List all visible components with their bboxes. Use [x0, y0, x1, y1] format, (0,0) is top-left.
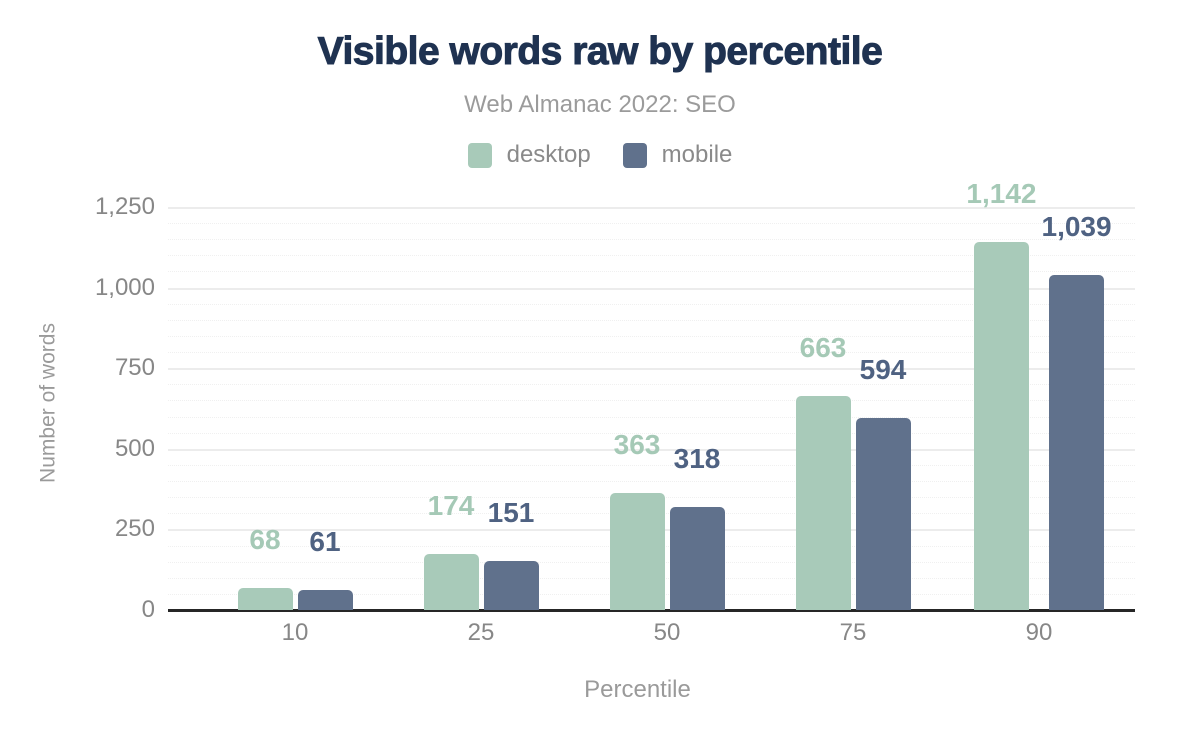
bar-desktop-p75[interactable]	[795, 396, 851, 610]
bar-value-label-desktop-p75: 663	[799, 332, 847, 363]
bar-value-label-desktop-p90: 1,142	[966, 178, 1037, 209]
minor-gridline-700	[168, 384, 1135, 386]
y-tick-1,250: 1,250	[94, 193, 155, 220]
minor-gridline-1100	[168, 255, 1135, 257]
bar-column-desktop-p75: 663	[795, 332, 851, 610]
bar-group-p50: 363 318	[574, 185, 760, 610]
x-axis-line	[168, 609, 1135, 612]
bar-value-label-desktop-p25: 174	[427, 490, 475, 521]
y-tick-750: 750	[114, 354, 155, 382]
bar-desktop-p25[interactable]	[423, 554, 479, 610]
bar-column-desktop-p50: 363	[609, 429, 665, 610]
bar-mobile-p90[interactable]	[1049, 275, 1105, 610]
desktop-series-swatch-icon	[467, 142, 492, 168]
bar-column-mobile-p10: 61	[297, 526, 353, 610]
minor-gridline-650	[168, 400, 1135, 402]
bar-value-label-mobile-p90: 1,039	[1041, 211, 1112, 242]
plot-area: 68 61 174 151 363 318 663 594 1,142 1,039	[168, 180, 1135, 612]
bar-group-p90: 1,142 1,039	[946, 180, 1132, 610]
bar-value-label-mobile-p50: 318	[673, 443, 721, 474]
x-tick-10: 10	[281, 619, 309, 646]
y-tick-1,000: 1,000	[94, 273, 155, 301]
x-tick-50: 50	[653, 619, 681, 646]
bar-column-mobile-p75: 594	[855, 354, 911, 610]
bar-mobile-p10[interactable]	[297, 590, 353, 610]
minor-gridline-850	[168, 335, 1135, 337]
x-axis-title: Percentile	[584, 676, 691, 703]
bar-group-p10: 68 61	[202, 185, 388, 610]
chart-title: Visible words raw by percentile	[317, 30, 883, 74]
x-tick-75: 75	[839, 619, 867, 646]
bar-mobile-p75[interactable]	[855, 418, 911, 610]
legend-label-mobile: mobile	[661, 141, 733, 168]
legend-item-mobile[interactable]: mobile	[622, 141, 733, 169]
bar-column-mobile-p90: 1,039	[1042, 213, 1112, 610]
bar-value-label-desktop-p10: 68	[249, 524, 281, 555]
legend-item-desktop[interactable]: desktop	[467, 141, 591, 169]
bar-value-label-mobile-p75: 594	[859, 354, 907, 385]
minor-gridline-450	[168, 464, 1135, 466]
legend: desktop mobile	[0, 141, 1200, 169]
major-gridline-750	[168, 368, 1135, 371]
minor-gridline-1150	[168, 239, 1135, 241]
mobile-series-swatch-icon	[622, 142, 647, 168]
minor-gridline-800	[168, 352, 1135, 354]
major-gridline-500	[168, 448, 1135, 451]
bar-mobile-p25[interactable]	[483, 561, 539, 610]
bar-value-label-desktop-p50: 363	[613, 429, 661, 460]
chart-subtitle: Web Almanac 2022: SEO	[464, 91, 736, 118]
minor-gridline-400	[168, 481, 1135, 483]
minor-gridline-1050	[168, 271, 1135, 273]
bar-value-label-mobile-p25: 151	[487, 497, 535, 528]
bar-group-p25: 174 151	[388, 185, 574, 610]
y-tick-250: 250	[114, 515, 155, 543]
y-tick-500: 500	[114, 434, 155, 462]
minor-gridline-550	[168, 432, 1135, 434]
bar-value-label-mobile-p10: 61	[309, 526, 341, 557]
x-tick-90: 90	[1025, 619, 1053, 646]
bar-column-mobile-p25: 151	[483, 497, 539, 610]
minor-gridline-1200	[168, 223, 1135, 225]
legend-label-desktop: desktop	[506, 141, 591, 168]
bar-column-desktop-p90: 1,142	[966, 178, 1037, 610]
bar-desktop-p90[interactable]	[973, 242, 1029, 610]
bar-column-mobile-p50: 318	[669, 443, 725, 610]
minor-gridline-600	[168, 416, 1135, 418]
bar-mobile-p50[interactable]	[669, 507, 725, 610]
bar-column-desktop-p10: 68	[237, 524, 293, 610]
x-tick-25: 25	[467, 619, 495, 646]
minor-gridline-900	[168, 319, 1135, 321]
y-tick-0: 0	[141, 596, 155, 623]
bar-desktop-p50[interactable]	[609, 493, 665, 610]
major-gridline-1000	[168, 287, 1135, 290]
bar-column-desktop-p25: 174	[423, 490, 479, 610]
minor-gridline-950	[168, 303, 1135, 305]
bar-group-p75: 663 594	[760, 185, 946, 610]
bar-desktop-p10[interactable]	[237, 588, 293, 610]
major-gridline-1250	[168, 207, 1135, 209]
